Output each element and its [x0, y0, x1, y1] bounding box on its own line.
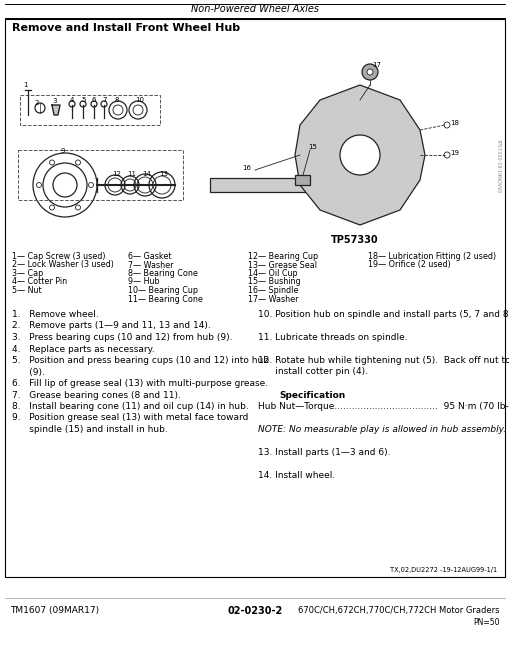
Text: 6: 6 — [92, 97, 96, 103]
Text: 7.   Grease bearing cones (8 and 11).: 7. Grease bearing cones (8 and 11). — [12, 390, 181, 399]
Text: 3: 3 — [52, 98, 56, 104]
Bar — [210, 178, 319, 192]
Text: 2— Lock Washer (3 used): 2— Lock Washer (3 used) — [12, 260, 114, 269]
Text: 19: 19 — [449, 150, 458, 156]
Text: 6.   Fill lip of grease seal (13) with multi-purpose grease.: 6. Fill lip of grease seal (13) with mul… — [12, 379, 268, 388]
Text: 12: 12 — [112, 171, 121, 177]
Text: TX,02,DU2272 -19-12AUG99-1/1: TX,02,DU2272 -19-12AUG99-1/1 — [389, 567, 496, 573]
Text: 14: 14 — [142, 171, 151, 177]
Text: Non-Powered Wheel Axles: Non-Powered Wheel Axles — [191, 4, 318, 14]
Text: 1: 1 — [23, 82, 27, 88]
Text: 8: 8 — [115, 97, 119, 103]
Text: 6— Gasket: 6— Gasket — [128, 252, 171, 261]
Text: 4: 4 — [70, 97, 74, 103]
Circle shape — [366, 69, 372, 75]
Text: 10. Position hub on spindle and install parts (5, 7 and 8).: 10. Position hub on spindle and install … — [258, 310, 509, 319]
Bar — [20, 95, 160, 125]
Text: 7: 7 — [102, 97, 106, 103]
Polygon shape — [294, 85, 424, 225]
Bar — [5, 19, 504, 577]
Text: 5— Nut: 5— Nut — [12, 286, 42, 295]
Text: Specification: Specification — [279, 390, 346, 399]
Text: 11. Lubricate threads on spindle.: 11. Lubricate threads on spindle. — [258, 333, 407, 342]
Text: 13. Install parts (1—3 and 6).: 13. Install parts (1—3 and 6). — [258, 448, 390, 457]
Text: 5: 5 — [81, 97, 85, 103]
Text: 670C/CH,672CH,770C/CH,772CH Motor Graders: 670C/CH,672CH,770C/CH,772CH Motor Grader… — [298, 606, 499, 615]
Bar — [294, 175, 309, 185]
Circle shape — [340, 135, 379, 175]
Text: 1.   Remove wheel.: 1. Remove wheel. — [12, 310, 99, 319]
Text: 17: 17 — [371, 62, 380, 68]
Text: 19— Orifice (2 used): 19— Orifice (2 used) — [367, 260, 450, 269]
Text: 9: 9 — [61, 148, 65, 154]
Text: 9.   Position grease seal (13) with metal face toward: 9. Position grease seal (13) with metal … — [12, 413, 248, 422]
Text: 13: 13 — [159, 171, 167, 177]
Text: 4— Cotter Pin: 4— Cotter Pin — [12, 277, 67, 286]
Text: 14. Install wheel.: 14. Install wheel. — [258, 471, 334, 480]
Text: Hub Nut—Torque....................................  95 N·m (70 lb-ft): Hub Nut—Torque..........................… — [258, 402, 509, 411]
Text: 5.   Position and press bearing cups (10 and 12) into hub: 5. Position and press bearing cups (10 a… — [12, 356, 268, 365]
Text: install cotter pin (4).: install cotter pin (4). — [258, 367, 367, 376]
Text: 12— Bearing Cup: 12— Bearing Cup — [247, 252, 318, 261]
Text: PN=50: PN=50 — [472, 618, 499, 627]
Text: TP57330: TP57330 — [330, 235, 378, 245]
Text: 7— Washer: 7— Washer — [128, 260, 173, 269]
Text: TM1607 (09MAR17): TM1607 (09MAR17) — [10, 606, 99, 615]
Text: 10— Bearing Cup: 10— Bearing Cup — [128, 286, 197, 295]
Text: TP57330-19-19NOV93: TP57330-19-19NOV93 — [496, 138, 500, 192]
Text: 11: 11 — [127, 171, 136, 177]
Text: 9— Hub: 9— Hub — [128, 277, 159, 286]
Text: 8— Bearing Cone: 8— Bearing Cone — [128, 269, 197, 278]
Text: 16— Spindle: 16— Spindle — [247, 286, 298, 295]
Text: 11— Bearing Cone: 11— Bearing Cone — [128, 294, 203, 304]
Polygon shape — [52, 105, 60, 115]
Text: 14— Oil Cup: 14— Oil Cup — [247, 269, 297, 278]
Text: 10: 10 — [135, 97, 144, 103]
Text: NOTE: No measurable play is allowed in hub assembly.: NOTE: No measurable play is allowed in h… — [258, 425, 505, 434]
Text: 15: 15 — [307, 144, 316, 150]
Text: spindle (15) and install in hub.: spindle (15) and install in hub. — [12, 425, 167, 434]
Text: 13— Grease Seal: 13— Grease Seal — [247, 260, 317, 269]
Circle shape — [361, 64, 377, 80]
Text: 18: 18 — [449, 120, 458, 126]
Text: 02-0230-2: 02-0230-2 — [227, 606, 282, 616]
Text: 15— Bushing: 15— Bushing — [247, 277, 300, 286]
Text: 3— Cap: 3— Cap — [12, 269, 43, 278]
Text: 1— Cap Screw (3 used): 1— Cap Screw (3 used) — [12, 252, 105, 261]
Text: 18— Lubrication Fitting (2 used): 18— Lubrication Fitting (2 used) — [367, 252, 495, 261]
Text: (9).: (9). — [12, 367, 45, 376]
Text: 12. Rotate hub while tightening nut (5).  Back off nut to: 12. Rotate hub while tightening nut (5).… — [258, 356, 509, 365]
Text: 17— Washer: 17— Washer — [247, 294, 298, 304]
Text: 8.   Install bearing cone (11) and oil cup (14) in hub.: 8. Install bearing cone (11) and oil cup… — [12, 402, 248, 411]
Bar — [18, 150, 183, 200]
Text: 2: 2 — [35, 100, 39, 106]
Text: 4.   Replace parts as necessary.: 4. Replace parts as necessary. — [12, 344, 154, 353]
Text: 2.   Remove parts (1—9 and 11, 13 and 14).: 2. Remove parts (1—9 and 11, 13 and 14). — [12, 321, 210, 330]
Text: Remove and Install Front Wheel Hub: Remove and Install Front Wheel Hub — [12, 23, 240, 33]
Text: 16: 16 — [242, 165, 250, 171]
Text: 3.   Press bearing cups (10 and 12) from hub (9).: 3. Press bearing cups (10 and 12) from h… — [12, 333, 232, 342]
